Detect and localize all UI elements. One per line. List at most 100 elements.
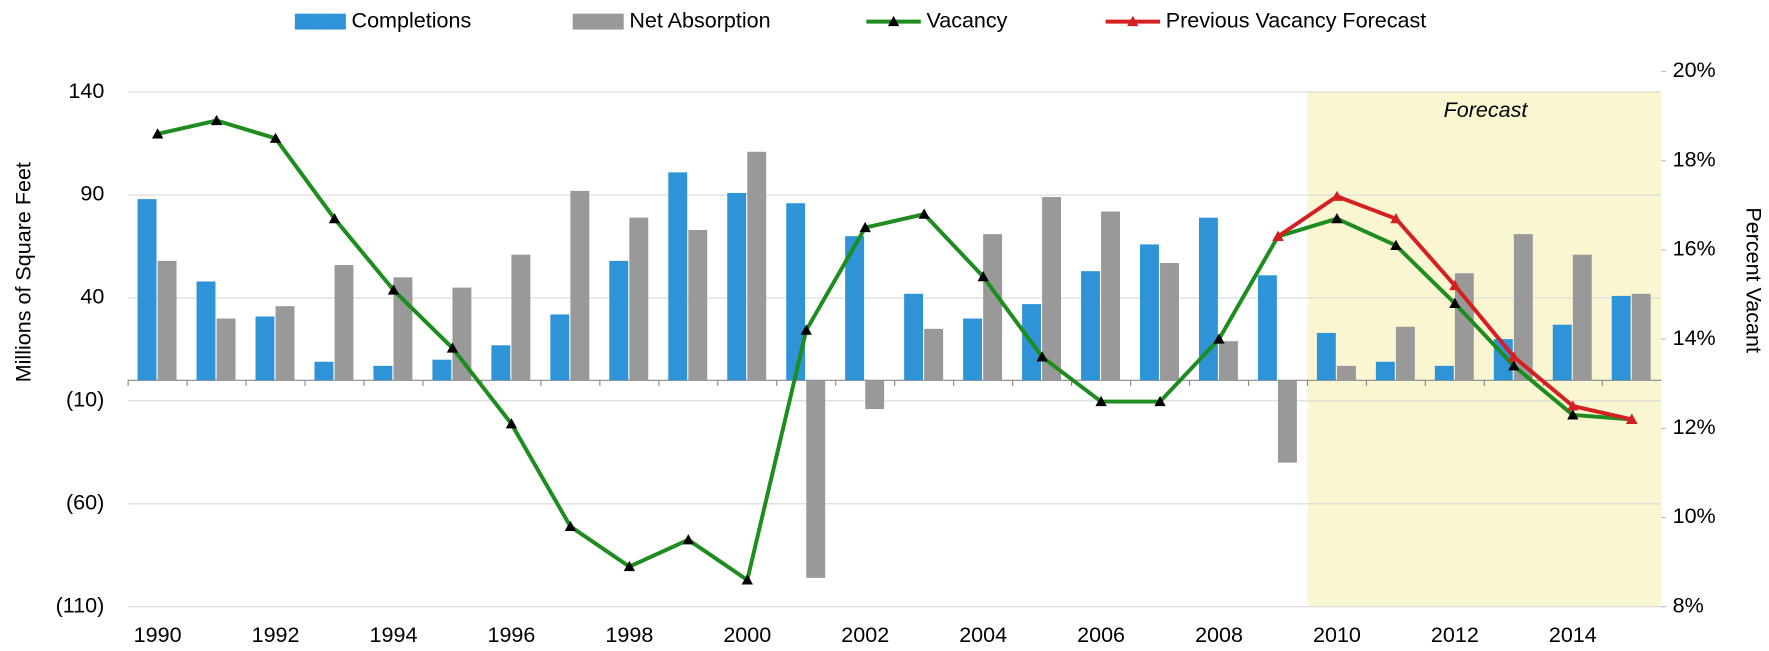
- y-tick-label: (60): [66, 490, 104, 514]
- marker: [446, 342, 459, 353]
- x-tick-label: 1990: [134, 623, 182, 647]
- marker: [741, 574, 753, 585]
- y2-axis-title: Percent Vacant: [1741, 207, 1765, 353]
- legend-label: Net Absorption: [629, 8, 770, 32]
- y-tick-label: (10): [66, 388, 104, 412]
- x-tick-label: 2008: [1195, 623, 1243, 647]
- bar: [1257, 275, 1277, 381]
- marker: [1508, 360, 1520, 371]
- bar: [668, 172, 688, 381]
- x-tick-label: 2012: [1431, 623, 1479, 647]
- marker: [1567, 400, 1579, 411]
- marker: [1567, 409, 1579, 420]
- bar: [1316, 332, 1336, 381]
- marker: [1272, 230, 1284, 242]
- bar: [196, 281, 216, 381]
- marker: [977, 270, 989, 282]
- y-tick-label: 90: [80, 182, 104, 206]
- legend-marker: [887, 15, 900, 27]
- marker: [1626, 413, 1638, 424]
- x-tick-label: 2010: [1313, 623, 1361, 647]
- bar: [550, 314, 570, 381]
- bar: [334, 264, 354, 381]
- y-tick-label: 40: [80, 285, 104, 309]
- bar: [1101, 211, 1121, 381]
- marker: [1390, 213, 1402, 224]
- y-tick-label: (110): [56, 593, 105, 617]
- marker: [1331, 190, 1343, 201]
- bar: [1219, 341, 1238, 381]
- legend-swatch: [572, 13, 624, 30]
- bar: [1081, 271, 1100, 381]
- x-tick-label: 1994: [370, 623, 418, 647]
- bar: [1552, 324, 1572, 381]
- bar: [137, 199, 157, 381]
- marker: [387, 284, 400, 295]
- marker: [1390, 239, 1402, 250]
- bar: [1198, 217, 1218, 381]
- bar: [432, 359, 452, 381]
- marker: [1154, 395, 1166, 407]
- bar: [688, 230, 708, 381]
- forecast-label: Forecast: [1444, 98, 1529, 122]
- bar: [491, 345, 511, 381]
- marker: [1331, 213, 1343, 224]
- marker: [859, 221, 871, 233]
- bar: [609, 260, 629, 381]
- plot: [137, 114, 1651, 585]
- bar: [1160, 262, 1179, 381]
- marker: [1449, 279, 1461, 291]
- legend: Completions Net Absorption Vacancy Previous…: [294, 8, 1426, 32]
- marker: [505, 418, 518, 429]
- bar: [845, 236, 865, 381]
- bar: [727, 192, 747, 381]
- bar: [1336, 365, 1356, 381]
- x-tick-label: 2000: [723, 623, 771, 647]
- marker: [328, 213, 341, 224]
- legend-swatch: [294, 13, 346, 30]
- bar: [570, 190, 590, 381]
- marker: [682, 534, 694, 545]
- legend-label: Vacancy: [926, 8, 1007, 32]
- bar: [1140, 244, 1159, 381]
- x-tick-label: 2004: [959, 623, 1007, 647]
- x-tick-label: 2002: [841, 623, 889, 647]
- marker: [1095, 395, 1107, 407]
- bar: [924, 328, 944, 381]
- bar: [314, 361, 334, 381]
- y-tick-label: 140: [68, 79, 104, 103]
- x-tick-label: 1992: [252, 623, 300, 647]
- marker: [1449, 297, 1461, 308]
- bar: [1631, 293, 1651, 381]
- bar: [1042, 197, 1062, 381]
- bar: [1572, 254, 1592, 381]
- bar: [216, 318, 236, 381]
- bar: [904, 293, 924, 381]
- marker: [151, 128, 164, 139]
- marker: [1508, 351, 1520, 362]
- bar: [1395, 326, 1415, 381]
- bar: [865, 380, 885, 410]
- bar: [1513, 234, 1533, 381]
- y2-tick-label: 12%: [1673, 415, 1716, 439]
- x-tick-label: 2014: [1549, 623, 1597, 647]
- legend-marker: [1127, 15, 1139, 27]
- y2-tick-label: 20%: [1673, 58, 1716, 82]
- y2-tick-label: 8%: [1673, 593, 1704, 617]
- bar: [1434, 365, 1454, 381]
- legend-label: Completions: [352, 8, 472, 32]
- bar: [747, 151, 767, 381]
- bar: [1277, 380, 1297, 463]
- marker: [623, 560, 636, 572]
- forecast-region: [1307, 90, 1662, 607]
- legend-label: Previous Vacancy Forecast: [1166, 8, 1426, 32]
- marker: [800, 324, 812, 335]
- marker: [269, 132, 282, 143]
- marker: [564, 520, 577, 531]
- bar: [963, 318, 983, 381]
- y-axis-title: Millions of Square Feet: [12, 162, 36, 382]
- bar: [1375, 361, 1395, 381]
- y2-tick-label: 18%: [1673, 147, 1716, 171]
- bar: [983, 234, 1003, 381]
